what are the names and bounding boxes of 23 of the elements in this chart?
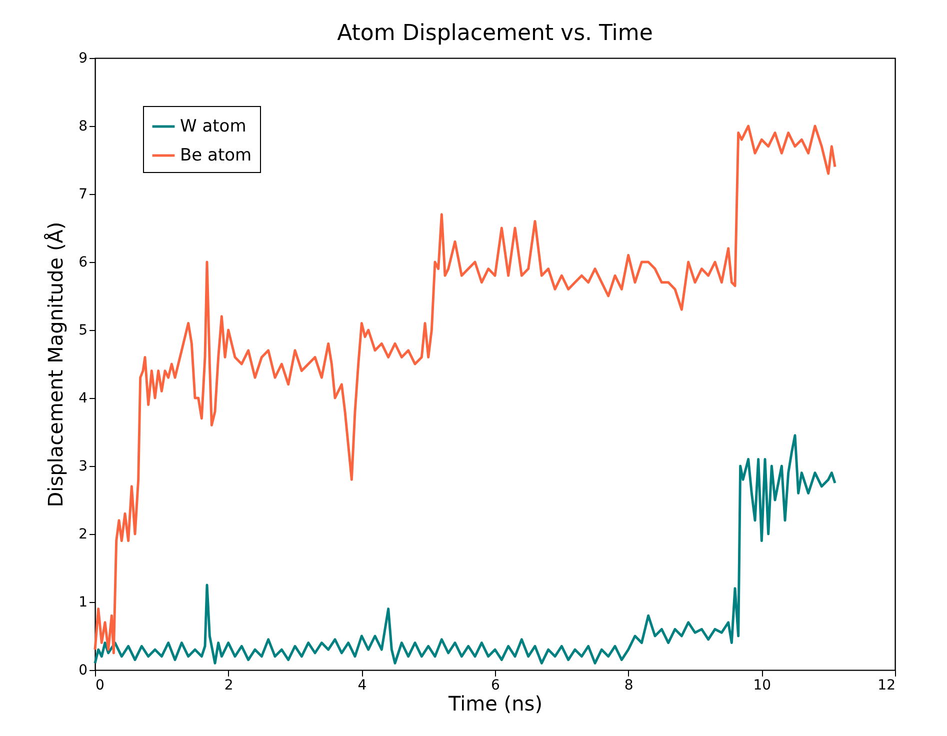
y-tick-label: 8 (78, 118, 88, 134)
y-tick-label: 0 (78, 662, 88, 678)
y-tick-label: 9 (78, 50, 88, 66)
x-tick-label: 0 (96, 678, 104, 694)
x-tick-label: 8 (624, 678, 634, 694)
y-tick-label: 4 (78, 390, 88, 406)
x-tick-label: 12 (878, 678, 896, 694)
y-tick-label: 7 (78, 186, 88, 202)
y-axis-title: Displacement Magnitude (Å) (44, 222, 68, 508)
y-tick-label: 6 (78, 254, 88, 270)
x-tick-label: 4 (358, 678, 367, 694)
legend-label: Be atom (180, 146, 252, 166)
x-tick-label: 2 (224, 678, 234, 694)
line-series (94, 434, 836, 664)
y-tick-label: 3 (78, 458, 88, 474)
legend-label: W atom (180, 116, 246, 136)
x-tick-label: 10 (753, 678, 772, 694)
y-tick-label: 5 (78, 322, 88, 338)
x-tick-label: 6 (491, 678, 500, 694)
y-tick-label: 1 (78, 594, 88, 610)
y-tick-label: 2 (78, 526, 88, 542)
chart-title: Atom Displacement vs. Time (337, 21, 653, 46)
x-axis-title: Time (ns) (447, 692, 543, 716)
